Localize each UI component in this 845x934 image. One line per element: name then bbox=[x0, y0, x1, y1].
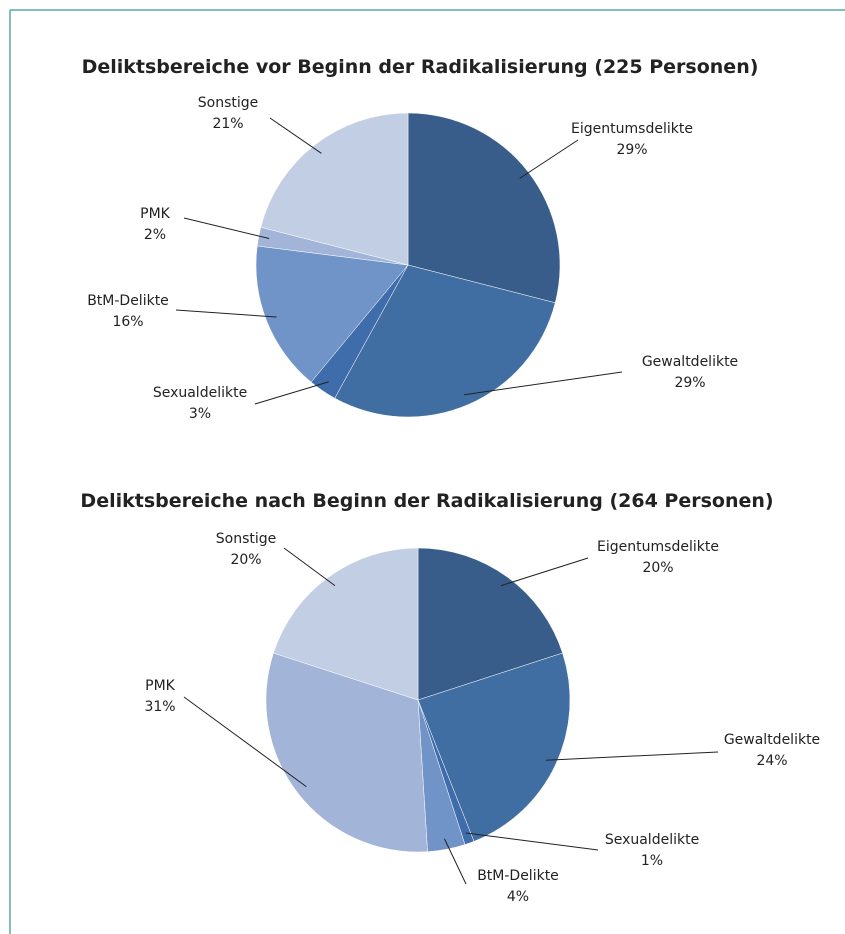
chart-title: Deliktsbereiche nach Beginn der Radikali… bbox=[80, 490, 773, 512]
slice-label: PMK bbox=[145, 678, 176, 694]
leader-line bbox=[464, 371, 623, 396]
value-label: 2% bbox=[144, 227, 166, 243]
pie-slice bbox=[417, 652, 571, 842]
slice-label: Eigentumsdelikte bbox=[571, 121, 693, 137]
value-label: 20% bbox=[230, 552, 261, 568]
leader-line bbox=[519, 139, 579, 179]
pie-slice bbox=[273, 547, 419, 701]
leader-line bbox=[175, 309, 277, 318]
slice-label: Sexualdelikte bbox=[153, 385, 247, 401]
pie-slice bbox=[407, 112, 561, 304]
slice-label: PMK bbox=[140, 206, 171, 222]
pie-slice bbox=[265, 652, 428, 853]
value-label: 31% bbox=[144, 699, 175, 715]
leader-line bbox=[183, 217, 270, 239]
pie-slice bbox=[334, 264, 556, 418]
leader-line bbox=[269, 117, 322, 154]
pie-slice bbox=[260, 112, 409, 266]
leader-line bbox=[254, 381, 329, 405]
leader-line bbox=[183, 696, 307, 788]
pie-slice bbox=[255, 245, 409, 383]
value-label: 3% bbox=[189, 406, 211, 422]
chart-title: Deliktsbereiche vor Beginn der Radikalis… bbox=[82, 56, 759, 78]
value-label: 20% bbox=[642, 560, 673, 576]
pie-slice bbox=[417, 547, 563, 701]
leader-line bbox=[500, 557, 589, 587]
value-label: 4% bbox=[507, 889, 529, 905]
leader-line bbox=[465, 832, 599, 851]
slice-label: Sexualdelikte bbox=[605, 832, 699, 848]
leader-line bbox=[283, 547, 336, 587]
leader-line bbox=[545, 751, 719, 761]
slice-label: Gewaltdelikte bbox=[642, 354, 738, 370]
slice-label: Gewaltdelikte bbox=[724, 732, 820, 748]
slice-label: Sonstige bbox=[198, 95, 259, 111]
value-label: 1% bbox=[641, 853, 663, 869]
slice-label: BtM-Delikte bbox=[477, 868, 559, 884]
value-label: 29% bbox=[674, 375, 705, 391]
leader-line bbox=[444, 838, 467, 885]
slice-label: BtM-Delikte bbox=[87, 293, 169, 309]
slice-label: Sonstige bbox=[216, 531, 277, 547]
value-label: 21% bbox=[212, 116, 243, 132]
slice-label: Eigentumsdelikte bbox=[597, 539, 719, 555]
value-label: 29% bbox=[616, 142, 647, 158]
value-label: 16% bbox=[112, 314, 143, 330]
value-label: 24% bbox=[756, 753, 787, 769]
